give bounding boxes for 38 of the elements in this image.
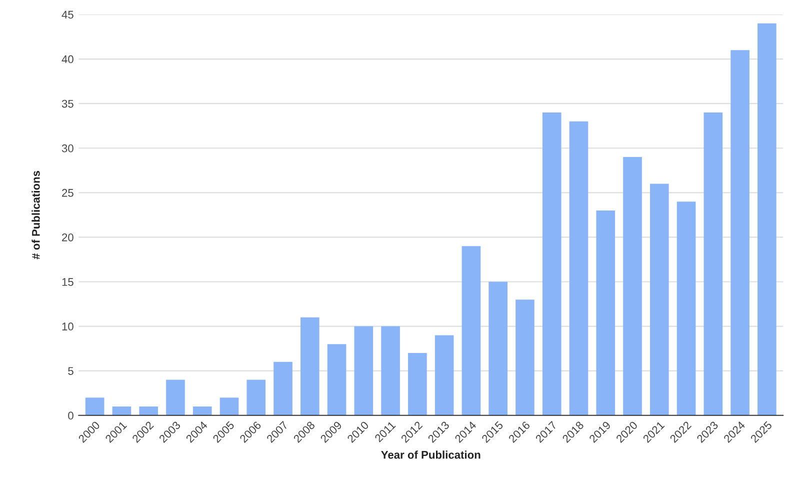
y-tick-label: 0 — [68, 412, 74, 420]
y-tick-label: 25 — [62, 188, 74, 197]
bar — [516, 300, 534, 416]
bar — [85, 398, 104, 416]
bar — [381, 326, 400, 416]
y-tick-label: 20 — [62, 233, 74, 242]
y-tick-label: 15 — [62, 278, 74, 286]
bar — [408, 353, 427, 416]
bar — [220, 398, 239, 416]
bar — [166, 380, 185, 416]
bar — [327, 344, 346, 416]
bar — [758, 23, 776, 416]
x-axis-title: Year of Publication — [381, 450, 480, 459]
bar — [192, 406, 212, 416]
y-axis-title: # of Publications — [32, 170, 40, 260]
bar — [488, 282, 508, 416]
bar — [730, 50, 750, 416]
bar — [139, 406, 158, 416]
bar — [300, 317, 320, 416]
y-tick-label: 35 — [62, 100, 74, 108]
y-tick-label: 30 — [62, 144, 74, 152]
bar — [246, 380, 266, 416]
bar — [650, 184, 669, 416]
bar — [542, 112, 562, 416]
y-tick-label: 10 — [62, 322, 74, 330]
bar — [676, 202, 696, 416]
y-tick-label: 45 — [62, 10, 74, 19]
bar — [704, 112, 723, 416]
y-tick-label: 5 — [68, 367, 74, 375]
bar — [112, 406, 132, 416]
bar — [274, 362, 292, 416]
y-tick-label: 40 — [62, 55, 74, 64]
bar — [596, 210, 616, 416]
bar — [569, 121, 588, 416]
bar — [462, 246, 481, 416]
bar — [434, 335, 454, 416]
bar — [354, 326, 374, 416]
bar — [623, 157, 642, 416]
